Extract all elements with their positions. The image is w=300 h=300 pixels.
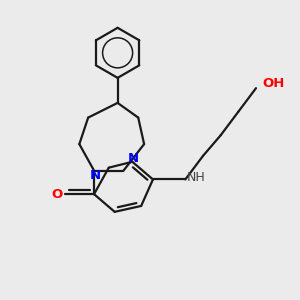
Text: O: O [52,188,63,201]
Text: OH: OH [262,77,284,90]
Text: N: N [128,152,140,165]
Text: NH: NH [187,172,206,184]
Text: N: N [90,169,101,182]
